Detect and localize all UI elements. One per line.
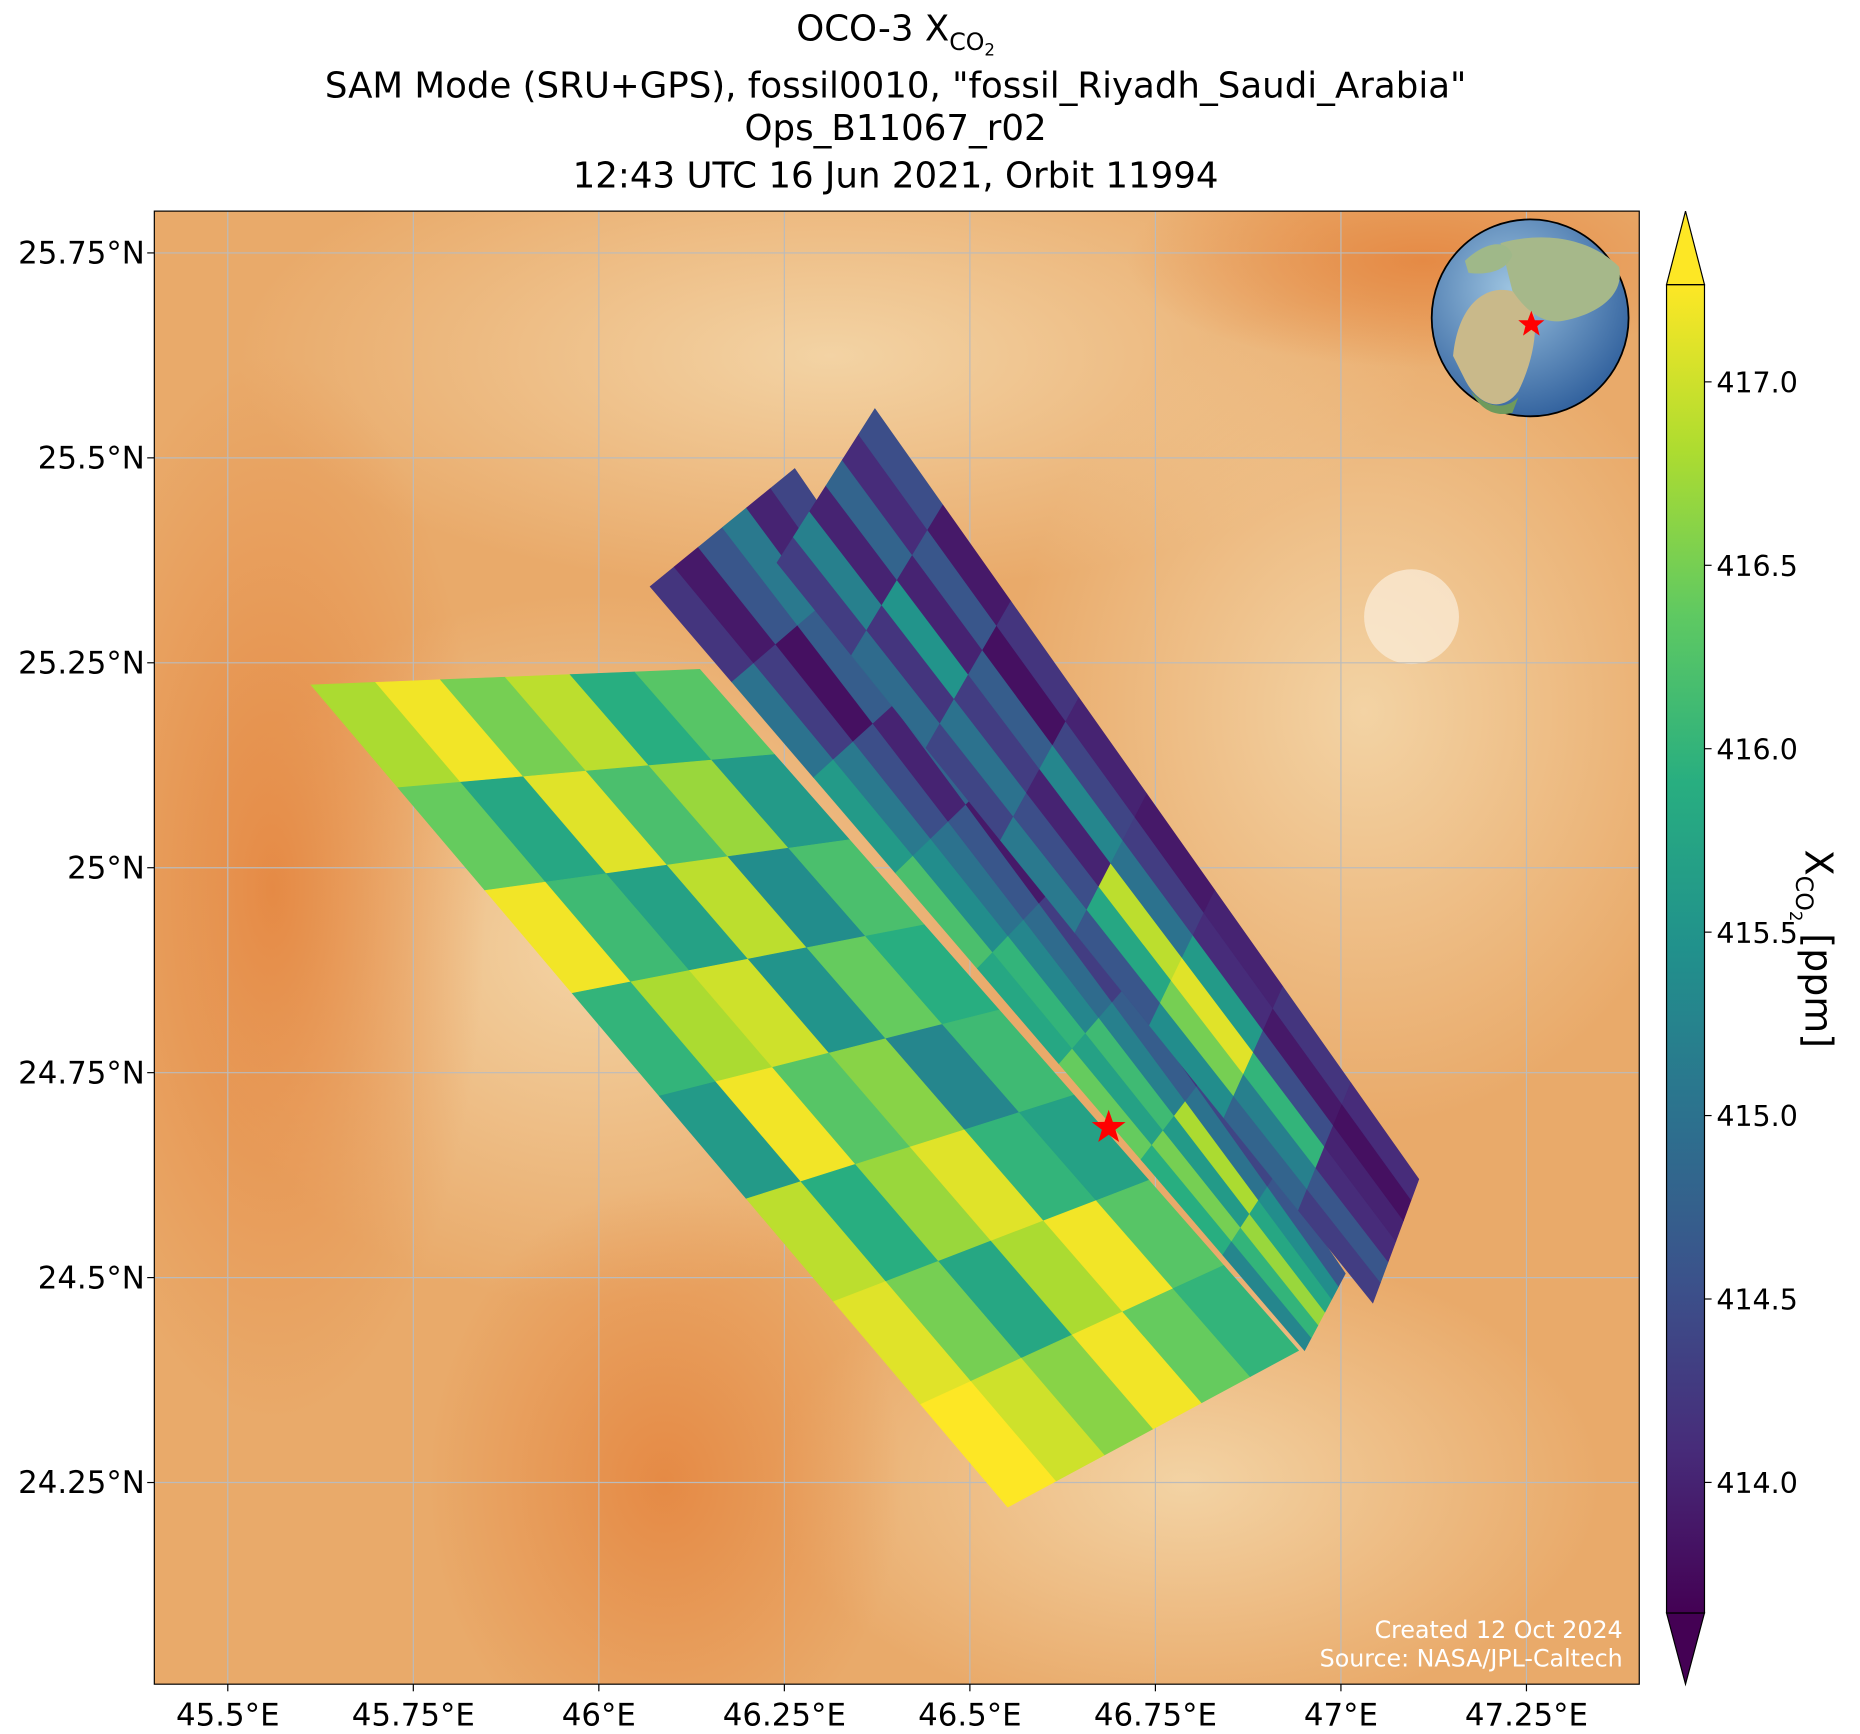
title: OCO-3 XCO2 (796, 8, 995, 59)
x-tick-label: 46.5°E (918, 1698, 1022, 1734)
colorbar-tick-label: 415.0 (1716, 1100, 1797, 1133)
subtitle: Ops_B11067_r02 (745, 108, 1047, 149)
colorbar-label-unit: [ppm] (1796, 933, 1840, 1048)
axes: 45.5°E 45.75°E 46°E 46.25°E 46.5°E 46.75°E 47°… (18, 236, 1588, 1734)
credit: Created 12 Oct 2024 (1375, 1616, 1623, 1644)
y-tick-label: 25°N (67, 850, 145, 886)
colorbar-tick-label: 417.0 (1716, 367, 1797, 400)
colorbar-tick-label: 416.5 (1716, 550, 1797, 583)
map-frame (153, 210, 1640, 1685)
x-tick-label: 46.75°E (1094, 1698, 1217, 1734)
x-tick-label: 46.25°E (723, 1698, 846, 1734)
colorbar-frame (1665, 284, 1706, 1614)
y-tick-label: 25.75°N (18, 236, 145, 272)
colorbar-label: XCO2 [ppm] (1786, 850, 1840, 1048)
colorbar-tick-label: 415.5 (1716, 917, 1797, 950)
colorbar: 417.0 416.5 416.0 415.5 415.0 414.5 414.0 (1665, 210, 1798, 1687)
x-tick-label: 45.5°E (176, 1698, 280, 1734)
colorbar-tick-label: 416.0 (1716, 733, 1797, 766)
y-tick-label: 25.5°N (38, 441, 145, 477)
colorbar-label-main: X (1796, 850, 1840, 876)
x-tick-label: 47°E (1304, 1698, 1378, 1734)
colorbar-label-subsub: 2 (1786, 911, 1805, 922)
subtitle: SAM Mode (SRU+GPS), fossil0010, "fossil_… (325, 65, 1467, 106)
subtitle: 12:43 UTC 16 Jun 2021, Orbit 11994 (573, 155, 1219, 196)
globe-inset (1430, 218, 1630, 418)
colorbar-tick-label: 414.5 (1716, 1284, 1797, 1317)
colorbar-label-sub: CO (1790, 876, 1818, 911)
colorbar-extend-min (1665, 1612, 1706, 1687)
x-tick-label: 45.75°E (352, 1698, 475, 1734)
title-sub: CO (949, 28, 984, 56)
y-tick-label: 25.25°N (18, 645, 145, 681)
credit: Source: NASA/JPL-Caltech (1320, 1644, 1623, 1672)
title-main: OCO-3 X (796, 8, 949, 49)
swath-cell (1341, 1082, 1420, 1201)
colorbar-body (1666, 284, 1705, 1614)
swaths (310, 408, 1420, 1508)
y-tick-label: 24.75°N (18, 1055, 145, 1091)
y-tick-label: 24.5°N (38, 1260, 145, 1296)
x-tick-label: 46°E (562, 1698, 636, 1734)
colorbar-extend-max (1665, 210, 1706, 286)
target-marker (1091, 1109, 1126, 1142)
title-subsub: 2 (984, 41, 995, 60)
colorbar-tick-label: 414.0 (1716, 1467, 1797, 1500)
y-tick-label: 24.25°N (18, 1465, 145, 1501)
swath-cell (1172, 1265, 1300, 1378)
x-tick-label: 47.25°E (1465, 1698, 1588, 1734)
